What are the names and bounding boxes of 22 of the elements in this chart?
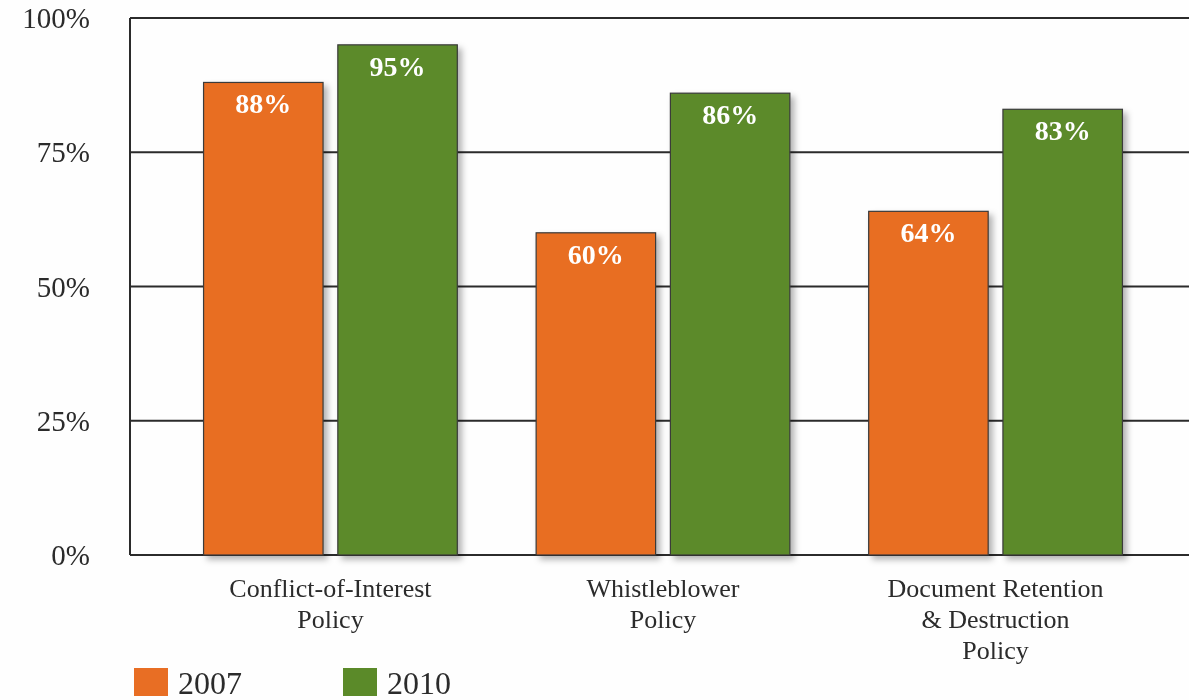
bar — [202, 81, 324, 556]
y-tick-label: 25% — [36, 404, 90, 437]
legend-label: 2007 — [178, 665, 242, 700]
bar — [535, 232, 657, 556]
data-label: 88% — [235, 88, 292, 120]
legend-label: 2010 — [387, 665, 451, 700]
y-tick-label: 75% — [36, 136, 90, 169]
x-tick-label: Conflict-of-Interest Policy — [229, 574, 433, 634]
data-label: 95% — [369, 50, 426, 82]
data-label: 86% — [702, 99, 759, 131]
y-tick-label: 100% — [22, 2, 90, 35]
bar — [1002, 108, 1124, 556]
data-label: 64% — [900, 217, 957, 249]
bar — [868, 210, 989, 556]
bar — [669, 92, 791, 556]
data-label: 83% — [1034, 115, 1091, 147]
bar — [337, 44, 458, 556]
x-tick-label: Document Retention & Destruction Policy — [887, 574, 1104, 665]
data-label: 60% — [567, 238, 624, 270]
y-tick-label: 0% — [51, 539, 90, 572]
y-tick-label: 50% — [36, 270, 90, 303]
x-tick-label: Whistleblower Policy — [586, 574, 740, 634]
